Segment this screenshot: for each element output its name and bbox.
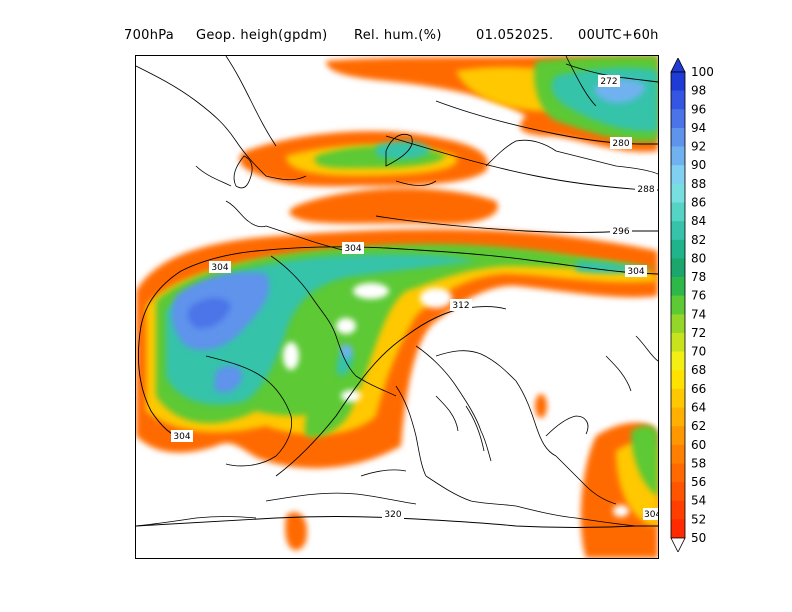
legend-tick-label: 82	[691, 233, 706, 247]
legend-tick-label: 84	[691, 214, 706, 228]
pressure-level-label: 700hPa	[124, 28, 175, 43]
legend-swatch	[671, 165, 685, 185]
legend-tick-label: 58	[691, 456, 706, 470]
legend-swatch	[671, 407, 685, 427]
contour-288	[385, 135, 658, 191]
legend-swatch	[671, 146, 685, 166]
humidity-legend: 100 98 96 94 92 90 88 86 84 82 80 78 76 74 72 70 68 66 64 6…	[670, 58, 714, 552]
forecast-date-label: 01.052025.	[476, 28, 554, 43]
humidity-area-mid-band	[289, 188, 498, 225]
contour-280	[435, 100, 658, 145]
legend-swatch	[671, 426, 685, 446]
humidity-gaps	[283, 283, 629, 517]
contour-label-296: 296	[612, 227, 629, 237]
legend-swatch	[671, 388, 685, 408]
contour-label-304-c: 304	[627, 267, 644, 277]
legend-swatch	[671, 183, 685, 203]
legend-swatch	[671, 258, 685, 278]
legend-swatch	[671, 239, 685, 259]
legend-swatch	[671, 332, 685, 352]
map-header: 700hPa Geop. heigh(gpdm) Rel. hum.(%) 01…	[0, 28, 792, 48]
legend-swatch	[671, 314, 685, 334]
legend-swatch	[671, 500, 685, 520]
legend-max-arrow	[670, 58, 686, 73]
legend-swatch	[671, 277, 685, 296]
legend-swatch	[671, 202, 685, 222]
legend-tick-label: 78	[691, 270, 706, 284]
legend-tick-label: 76	[691, 289, 706, 303]
contour-label-304-e: 304	[644, 510, 658, 520]
legend-tick-label: 60	[691, 438, 706, 452]
geopotential-field-label: Geop. heigh(gpdm)	[196, 28, 328, 43]
legend-tick-label: 98	[691, 84, 706, 98]
legend-tick-label: 74	[691, 307, 706, 321]
contour-label-320: 320	[384, 510, 401, 520]
contour-312	[275, 306, 507, 477]
coastlines	[136, 56, 658, 527]
legend-tick-label: 80	[691, 251, 706, 265]
humidity-field-label: Rel. hum.(%)	[354, 28, 442, 43]
legend-tick-label: 68	[691, 363, 706, 377]
legend-tick-label: 56	[691, 475, 706, 489]
legend-tick-label: 90	[691, 158, 706, 172]
legend-swatches	[670, 58, 686, 552]
legend-min-arrow	[670, 537, 686, 552]
weather-map[interactable]: 272 280 288 296 304 304 304 304 312 320 …	[135, 55, 659, 559]
map-canvas: 272 280 288 296 304 304 304 304 312 320 …	[136, 56, 658, 558]
contour-labels: 272 280 288 296 304 304 304 304 312 320 …	[171, 75, 658, 520]
forecast-run-label: 00UTC+60h	[578, 28, 659, 43]
legend-swatch	[671, 463, 685, 483]
contour-label-304-a: 304	[344, 244, 361, 254]
legend-swatch	[671, 72, 685, 91]
legend-swatch	[671, 221, 685, 241]
contour-304-east	[255, 246, 658, 275]
contour-304-west	[138, 250, 257, 442]
contour-272	[565, 63, 658, 83]
legend-labels: 100 98 96 94 92 90 88 86 84 82 80 78 76 74 72 70 68 66 64 6…	[691, 65, 714, 545]
legend-tick-label: 86	[691, 195, 706, 209]
contour-label-312: 312	[452, 301, 469, 311]
legend-tick-label: 54	[691, 494, 706, 508]
legend-tick-label: 50	[691, 531, 706, 545]
legend-swatch	[671, 444, 685, 464]
legend-tick-label: 100	[691, 65, 714, 79]
legend-tick-label: 92	[691, 140, 706, 154]
contour-296	[375, 215, 658, 233]
legend-swatch	[671, 90, 685, 110]
contour-label-272: 272	[600, 77, 617, 87]
legend-swatch	[671, 351, 685, 371]
contour-label-304-d: 304	[173, 432, 190, 442]
legend-tick-label: 94	[691, 121, 706, 135]
legend-tick-label: 52	[691, 512, 706, 526]
legend-tick-label: 70	[691, 345, 706, 359]
legend-tick-label: 64	[691, 401, 706, 415]
legend-tick-label: 62	[691, 419, 706, 433]
legend-tick-label: 66	[691, 382, 706, 396]
contour-label-280: 280	[612, 139, 629, 149]
legend-swatch	[671, 519, 685, 539]
legend-swatch	[671, 482, 685, 502]
legend-swatch	[671, 370, 685, 390]
contour-label-304-b: 304	[211, 263, 228, 273]
legend-tick-label: 88	[691, 177, 706, 191]
legend-tick-label: 96	[691, 102, 706, 116]
legend-tick-label: 72	[691, 326, 706, 340]
legend-swatch	[671, 295, 685, 315]
geopotential-contours	[136, 63, 658, 528]
legend-swatch	[671, 109, 685, 129]
contour-label-288: 288	[637, 185, 654, 195]
legend-swatch	[671, 127, 685, 147]
